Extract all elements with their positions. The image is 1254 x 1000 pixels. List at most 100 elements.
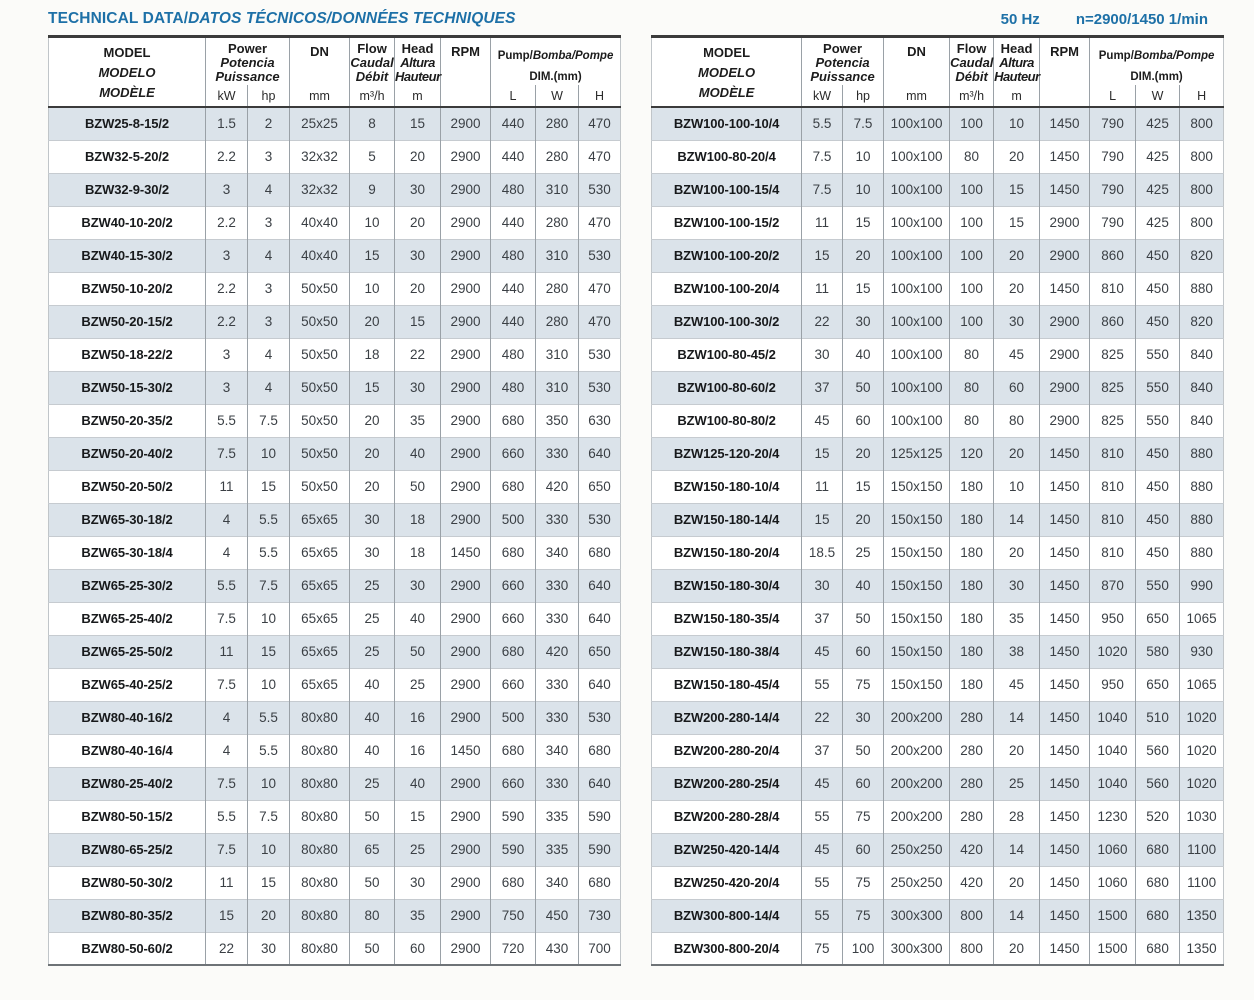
value-cell: 280 [949, 799, 994, 833]
unit-hp: hp [246, 85, 290, 108]
value-cell: 40 [349, 700, 395, 734]
value-cell: 530 [578, 370, 621, 404]
value-cell: 680 [1135, 865, 1180, 899]
value-cell: 40 [349, 667, 395, 701]
value-cell: 480 [490, 370, 536, 404]
value-cell: 2900 [440, 107, 491, 140]
value-cell: 40x40 [289, 205, 350, 239]
value-cell: 100 [949, 304, 994, 338]
value-cell: 2900 [440, 667, 491, 701]
value-cell: 790 [1089, 172, 1136, 206]
value-cell: 1450 [1039, 568, 1090, 602]
model-cell: BZW100-80-80/2 [651, 403, 802, 437]
value-cell: 1065 [1179, 667, 1224, 701]
value-cell: 45 [993, 337, 1040, 371]
value-cell: 2900 [440, 601, 491, 635]
value-cell: 1020 [1179, 733, 1224, 767]
value-cell: 80 [949, 139, 994, 173]
value-cell: 800 [1179, 107, 1224, 140]
value-cell: 1450 [1039, 667, 1090, 701]
value-cell: 22 [205, 931, 248, 965]
value-cell: 650 [578, 634, 621, 668]
value-cell: 5.5 [246, 733, 290, 767]
table-row: BZW80-40-16/4 4 5.5 80x80 40 16 1450 680 340 680 [48, 733, 621, 767]
value-cell: 590 [578, 832, 621, 866]
value-cell: 2900 [1039, 205, 1090, 239]
model-cell: BZW65-25-50/2 [48, 634, 206, 668]
model-cell: BZW65-25-30/2 [48, 568, 206, 602]
model-cell: BZW100-100-20/4 [651, 271, 802, 305]
value-cell: 450 [1135, 271, 1180, 305]
unit-head: m [993, 85, 1040, 108]
table-row: BZW50-20-50/2 11 15 50x50 20 50 2900 680 420 650 [48, 469, 621, 503]
unit-w: W [1135, 85, 1180, 108]
value-cell: 15 [394, 799, 441, 833]
value-cell: 680 [490, 865, 536, 899]
value-cell: 180 [949, 568, 994, 602]
table-row: BZW150-180-30/4 30 40 150x150 180 30 1450 870 55… [651, 568, 1224, 602]
value-cell: 650 [1135, 601, 1180, 635]
value-cell: 45 [801, 832, 843, 866]
unit-mm: mm [289, 85, 350, 108]
unit-head: m [394, 85, 441, 108]
value-cell: 180 [949, 535, 994, 569]
unit-h: H [1179, 85, 1224, 108]
value-cell: 28 [993, 799, 1040, 833]
value-cell: 30 [842, 700, 884, 734]
value-cell: 340 [535, 733, 579, 767]
value-cell: 730 [578, 898, 621, 932]
value-cell: 2.2 [205, 304, 248, 338]
value-cell: 1450 [1039, 799, 1090, 833]
value-cell: 15 [349, 370, 395, 404]
value-cell: 340 [535, 535, 579, 569]
model-cell: BZW80-50-30/2 [48, 865, 206, 899]
table-row: BZW65-40-25/2 7.5 10 65x65 40 25 2900 660 330 640 [48, 667, 621, 701]
table-row: BZW100-80-60/2 37 50 100x100 80 60 2900 825 550 8… [651, 370, 1224, 404]
value-cell: 180 [949, 667, 994, 701]
value-cell: 40 [349, 733, 395, 767]
col-dim-header: Pump/Bomba/Pompe DIM.(mm) [1089, 36, 1224, 85]
value-cell: 450 [1135, 469, 1180, 503]
value-cell: 7.5 [246, 568, 290, 602]
value-cell: 20 [993, 931, 1040, 965]
value-cell: 280 [535, 271, 579, 305]
value-cell: 50 [394, 469, 441, 503]
value-cell: 2900 [440, 634, 491, 668]
value-cell: 1450 [1039, 766, 1090, 800]
value-cell: 3 [246, 205, 290, 239]
value-cell: 280 [535, 205, 579, 239]
value-cell: 1450 [1039, 502, 1090, 536]
table-row: BZW80-25-40/2 7.5 10 80x80 25 40 2900 660 330 640 [48, 766, 621, 800]
table-row: BZW150-180-10/4 11 15 150x150 180 10 1450 810 45… [651, 469, 1224, 503]
value-cell: 60 [394, 931, 441, 965]
value-cell: 5.5 [246, 535, 290, 569]
value-cell: 280 [949, 700, 994, 734]
value-cell: 80x80 [289, 865, 350, 899]
value-cell: 10 [993, 469, 1040, 503]
model-cell: BZW200-280-25/4 [651, 766, 802, 800]
value-cell: 150x150 [883, 634, 950, 668]
page-title: TECHNICAL DATA/DATOS TÉCNICOS/DONNÉES TE… [48, 10, 516, 28]
value-cell: 1450 [1039, 535, 1090, 569]
value-cell: 340 [535, 865, 579, 899]
value-cell: 2900 [440, 865, 491, 899]
value-cell: 18 [349, 337, 395, 371]
value-cell: 880 [1179, 502, 1224, 536]
value-cell: 50x50 [289, 271, 350, 305]
value-cell: 1450 [440, 535, 491, 569]
value-cell: 100x100 [883, 337, 950, 371]
value-cell: 20 [993, 238, 1040, 272]
value-cell: 25 [842, 535, 884, 569]
model-cell: BZW100-100-10/4 [673, 116, 780, 132]
value-cell: 800 [949, 931, 994, 965]
value-cell: 425 [1135, 107, 1180, 140]
value-cell: 5.5 [246, 700, 290, 734]
value-cell: 720 [490, 931, 536, 965]
model-cell: BZW200-280-28/4 [651, 799, 802, 833]
value-cell: 60 [842, 403, 884, 437]
value-cell: 80 [949, 337, 994, 371]
value-cell: 810 [1089, 502, 1136, 536]
value-cell: 60 [993, 370, 1040, 404]
value-cell: 11 [801, 205, 843, 239]
value-cell: 100 [842, 931, 884, 965]
